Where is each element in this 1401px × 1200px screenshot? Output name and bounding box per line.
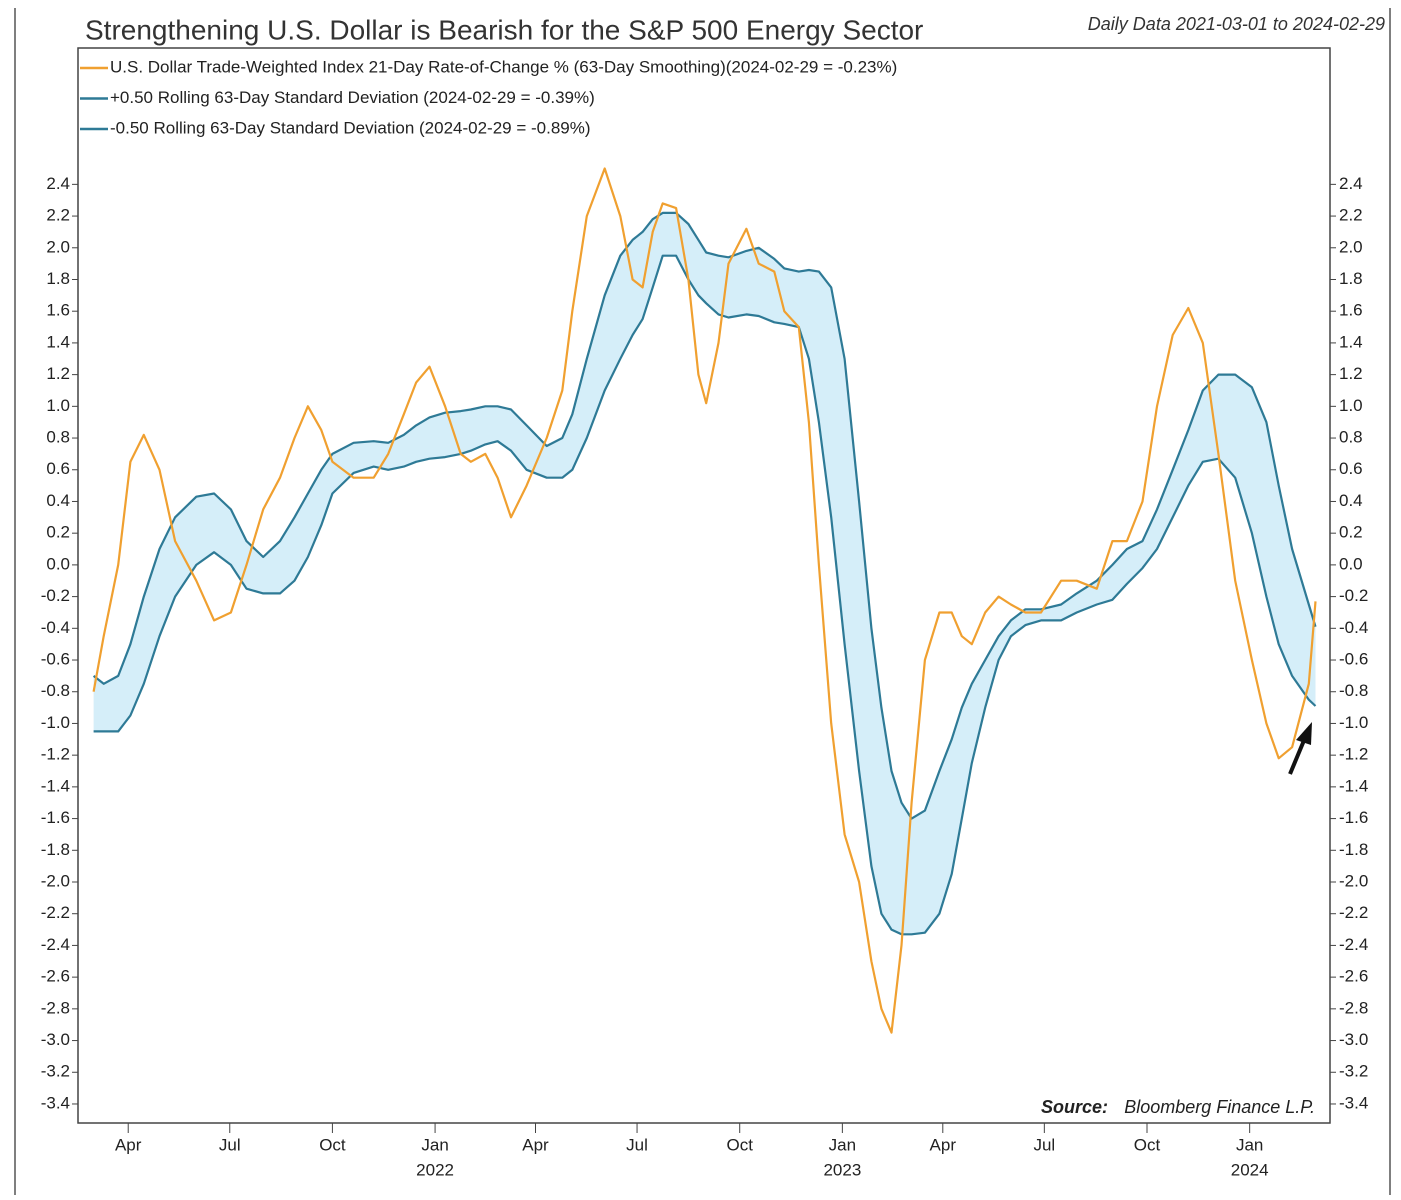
y-tick-label: -2.0 xyxy=(1339,871,1368,890)
legend-label: +0.50 Rolling 63-Day Standard Deviation … xyxy=(110,88,595,107)
y-tick-label: -1.6 xyxy=(1339,808,1368,827)
y-tick-label: 1.8 xyxy=(1339,269,1363,288)
y-tick-label: -1.4 xyxy=(41,776,70,795)
y-tick-label: 0.6 xyxy=(46,459,70,478)
y-tick-label: 1.4 xyxy=(1339,332,1363,351)
y-tick-label: 1.4 xyxy=(46,332,70,351)
y-tick-label: -2.0 xyxy=(41,871,70,890)
y-tick-label: -3.4 xyxy=(1339,1093,1368,1112)
x-tick-label: Apr xyxy=(115,1135,142,1154)
y-tick-label: -2.8 xyxy=(1339,998,1368,1017)
y-tick-label: -2.8 xyxy=(41,998,70,1017)
y-tick-label: -0.2 xyxy=(1339,586,1368,605)
y-tick-label: 0.6 xyxy=(1339,459,1363,478)
plot-frame xyxy=(77,47,1331,1124)
x-tick-label: Jan xyxy=(421,1135,448,1154)
y-tick-label: -0.4 xyxy=(1339,618,1368,637)
y-tick-label: -1.2 xyxy=(1339,745,1368,764)
y-tick-label: -2.4 xyxy=(41,935,70,954)
y-tick-label: -1.8 xyxy=(41,840,70,859)
y-tick-label: -2.6 xyxy=(41,967,70,986)
y-tick-label: 1.0 xyxy=(1339,396,1363,415)
y-tick-label: 0.2 xyxy=(46,523,70,542)
x-tick-label: Jul xyxy=(1033,1135,1055,1154)
y-tick-label: 0.8 xyxy=(1339,428,1363,447)
y-tick-label: -1.6 xyxy=(41,808,70,827)
y-tick-label: -0.6 xyxy=(41,650,70,669)
x-tick-label: Jan xyxy=(1236,1135,1263,1154)
y-tick-label: 2.2 xyxy=(46,206,70,225)
subtitle: Daily Data 2021-03-01 to 2024-02-29 xyxy=(1088,14,1385,34)
y-tick-label: -1.8 xyxy=(1339,840,1368,859)
y-tick-label: -3.2 xyxy=(41,1062,70,1081)
y-tick-label: 1.6 xyxy=(46,301,70,320)
x-tick-label: Oct xyxy=(319,1135,346,1154)
y-tick-label: -3.2 xyxy=(1339,1062,1368,1081)
chart-title: Strengthening U.S. Dollar is Bearish for… xyxy=(85,14,923,45)
source-label: Source: xyxy=(1041,1097,1108,1117)
y-tick-label: 2.0 xyxy=(46,237,70,256)
y-tick-label: 0.4 xyxy=(1339,491,1363,510)
y-tick-label: -2.6 xyxy=(1339,967,1368,986)
y-tick-label: -1.0 xyxy=(1339,713,1368,732)
y-tick-label: 2.4 xyxy=(1339,174,1363,193)
y-tick-label: 2.2 xyxy=(1339,206,1363,225)
x-year-label: 2023 xyxy=(823,1160,861,1179)
y-tick-label: -1.2 xyxy=(41,745,70,764)
y-tick-label: 0.0 xyxy=(46,554,70,573)
y-tick-label: 1.0 xyxy=(46,396,70,415)
y-tick-label: 2.0 xyxy=(1339,237,1363,256)
y-tick-label: 1.2 xyxy=(1339,364,1363,383)
series-line xyxy=(93,254,1317,936)
y-tick-label: -0.8 xyxy=(1339,681,1368,700)
y-tick-label: 0.8 xyxy=(46,428,70,447)
x-tick-label: Jul xyxy=(626,1135,648,1154)
y-tick-label: -0.6 xyxy=(1339,650,1368,669)
y-tick-label: 1.6 xyxy=(1339,301,1363,320)
band xyxy=(93,212,1316,935)
y-tick-label: -0.8 xyxy=(41,681,70,700)
x-tick-label: Jan xyxy=(829,1135,856,1154)
y-tick-label: -2.2 xyxy=(1339,903,1368,922)
x-year-label: 2024 xyxy=(1231,1160,1269,1179)
x-tick-label: Jul xyxy=(219,1135,241,1154)
y-tick-label: -3.0 xyxy=(1339,1030,1368,1049)
y-tick-label: 1.2 xyxy=(46,364,70,383)
series-line xyxy=(92,211,1317,820)
y-tick-label: 0.4 xyxy=(46,491,70,510)
y-tick-label: 0.2 xyxy=(1339,523,1363,542)
y-tick-label: 2.4 xyxy=(46,174,70,193)
x-tick-label: Apr xyxy=(930,1135,957,1154)
x-tick-label: Oct xyxy=(726,1135,753,1154)
y-tick-label: 1.8 xyxy=(46,269,70,288)
y-tick-label: -1.4 xyxy=(1339,776,1368,795)
y-tick-label: 0.0 xyxy=(1339,554,1363,573)
x-year-label: 2022 xyxy=(416,1160,454,1179)
legend-label: U.S. Dollar Trade-Weighted Index 21-Day … xyxy=(110,57,897,76)
arrow xyxy=(1288,722,1312,775)
source: Bloomberg Finance L.P. xyxy=(1124,1097,1315,1117)
x-tick-label: Oct xyxy=(1134,1135,1161,1154)
y-tick-label: -1.0 xyxy=(41,713,70,732)
legend-label: -0.50 Rolling 63-Day Standard Deviation … xyxy=(110,118,591,137)
y-tick-label: -2.4 xyxy=(1339,935,1368,954)
series-line xyxy=(92,167,1317,1034)
y-tick-label: -3.0 xyxy=(41,1030,70,1049)
y-tick-label: -0.2 xyxy=(41,586,70,605)
y-tick-label: -2.2 xyxy=(41,903,70,922)
y-tick-label: -0.4 xyxy=(41,618,70,637)
x-tick-label: Apr xyxy=(522,1135,549,1154)
y-tick-label: -3.4 xyxy=(41,1093,70,1112)
